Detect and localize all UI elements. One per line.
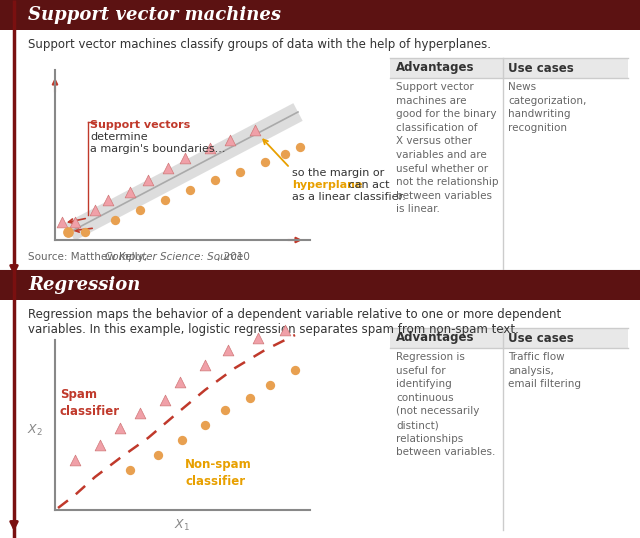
Text: Traffic flow
analysis,
email filtering: Traffic flow analysis, email filtering xyxy=(508,352,581,389)
Point xyxy=(180,154,190,162)
Text: so the margin or: so the margin or xyxy=(292,168,384,178)
Text: Advantages: Advantages xyxy=(396,331,474,344)
Point xyxy=(280,325,290,334)
Point xyxy=(163,164,173,172)
Point xyxy=(95,441,105,449)
Text: Regression maps the behavior of a dependent variable relative to one or more dep: Regression maps the behavior of a depend… xyxy=(28,308,561,336)
Text: Use cases: Use cases xyxy=(508,331,573,344)
Text: Use cases: Use cases xyxy=(508,61,573,74)
Text: Advantages: Advantages xyxy=(396,61,474,74)
Polygon shape xyxy=(65,103,303,241)
Point xyxy=(135,206,145,214)
Text: $X_1$: $X_1$ xyxy=(174,518,190,533)
Point xyxy=(115,424,125,433)
Text: Support vector
machines are
good for the binary
classification of
X versus other: Support vector machines are good for the… xyxy=(396,82,499,215)
Text: Support vector machines: Support vector machines xyxy=(28,6,281,24)
Text: can act: can act xyxy=(345,180,390,190)
Point xyxy=(200,360,210,369)
Point xyxy=(205,144,215,152)
Text: News
categorization,
handwriting
recognition: News categorization, handwriting recogni… xyxy=(508,82,586,133)
Text: Computer Science: Source: Computer Science: Source xyxy=(105,252,243,262)
Point xyxy=(80,228,90,236)
Point xyxy=(280,150,290,158)
Point xyxy=(250,126,260,134)
Text: $X_2$: $X_2$ xyxy=(28,422,43,437)
Point xyxy=(110,216,120,224)
Text: a margin's boundaries...: a margin's boundaries... xyxy=(90,144,225,154)
Point xyxy=(223,346,233,355)
Text: Non-spam
classifier: Non-spam classifier xyxy=(185,458,252,488)
Point xyxy=(177,436,187,444)
Text: Support vectors: Support vectors xyxy=(90,120,190,130)
Bar xyxy=(0,0,640,30)
Text: Spam
classifier: Spam classifier xyxy=(60,388,120,418)
Point xyxy=(143,176,153,185)
Text: Source: Matthew Kelly,: Source: Matthew Kelly, xyxy=(28,252,150,262)
Point xyxy=(200,421,210,429)
Text: Support vector machines classify groups of data with the help of hyperplanes.: Support vector machines classify groups … xyxy=(28,38,491,51)
Text: determine: determine xyxy=(90,132,148,142)
Point xyxy=(225,136,235,144)
Point xyxy=(70,218,80,226)
Point xyxy=(295,143,305,151)
Bar xyxy=(0,270,640,300)
Point xyxy=(175,378,185,386)
Point xyxy=(153,451,163,459)
Point xyxy=(265,381,275,390)
Point xyxy=(70,456,80,464)
Text: Regression is
useful for
identifying
continuous
(not necessarily
distinct)
relat: Regression is useful for identifying con… xyxy=(396,352,495,457)
Bar xyxy=(390,58,628,78)
Point xyxy=(57,218,67,226)
Point xyxy=(220,406,230,414)
Point xyxy=(63,228,73,236)
Point xyxy=(253,334,263,342)
Point xyxy=(290,366,300,374)
Point xyxy=(260,158,270,166)
Point xyxy=(103,196,113,204)
Point xyxy=(135,409,145,417)
Text: as a linear classifier.: as a linear classifier. xyxy=(292,192,406,202)
Point xyxy=(235,168,245,176)
Point xyxy=(245,394,255,402)
Point xyxy=(125,466,135,475)
Point xyxy=(90,206,100,214)
Point xyxy=(160,395,170,404)
Text: hyperplane: hyperplane xyxy=(292,180,362,190)
Point xyxy=(125,188,135,196)
Point xyxy=(160,196,170,204)
Point xyxy=(210,176,220,185)
Text: , 2010: , 2010 xyxy=(217,252,250,262)
Point xyxy=(185,186,195,194)
Text: Regression: Regression xyxy=(28,276,140,294)
Bar xyxy=(390,328,628,348)
